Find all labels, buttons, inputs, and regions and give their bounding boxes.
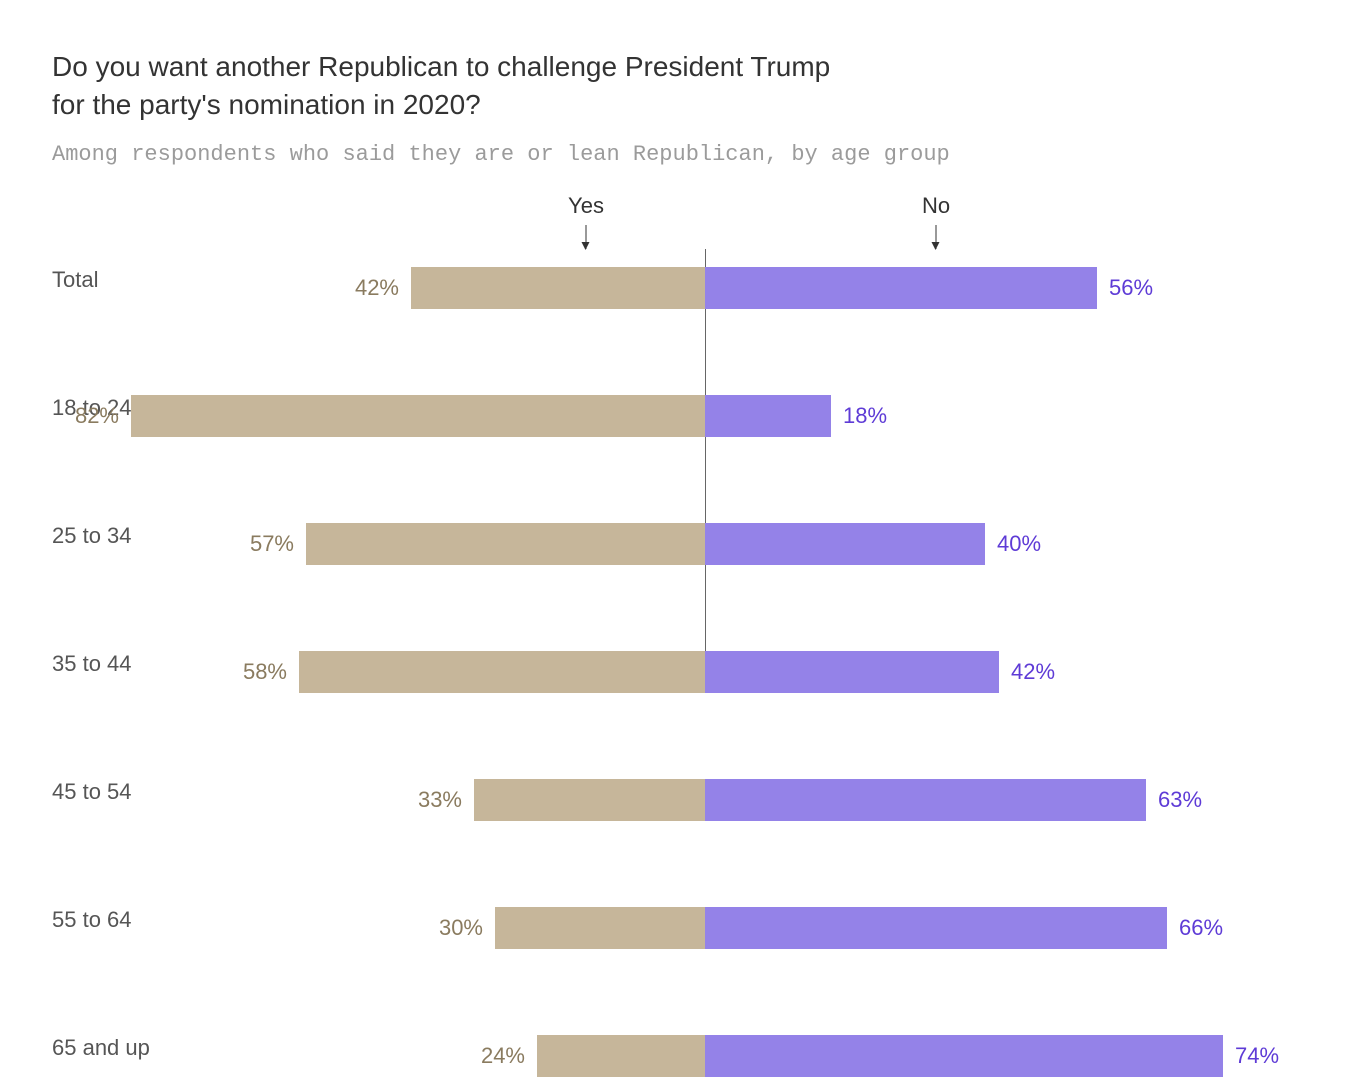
no-value: 40% (985, 523, 1053, 565)
chart-row: 55 to 64 30% 66% (52, 897, 1314, 961)
no-bar (705, 1035, 1223, 1077)
yes-value: 30% (415, 907, 495, 949)
no-bar (705, 779, 1146, 821)
chart-row: 18 to 2482%18% (52, 385, 1314, 449)
row-label: 65 and up (52, 1035, 172, 1061)
chart-header: Yes No (52, 191, 1314, 257)
yes-value: 24% (457, 1035, 537, 1077)
yes-bar (495, 907, 705, 949)
no-bar (705, 267, 1097, 309)
yes-value: 58% (219, 651, 299, 693)
yes-bar (474, 779, 705, 821)
no-value: 56% (1097, 267, 1165, 309)
yes-bar (411, 267, 705, 309)
no-value: 63% (1146, 779, 1214, 821)
yes-header-label: Yes (568, 193, 604, 219)
yes-value: 33% (394, 779, 474, 821)
chart-title-line2: for the party's nomination in 2020? (52, 89, 481, 120)
chart-row: 65 and up 24% 74% (52, 1025, 1314, 1089)
no-header-label: No (922, 193, 950, 219)
yes-value: 42% (331, 267, 411, 309)
diverging-bar-chart: Yes No Total42%56%18 to 2482%18%25 to 34… (52, 191, 1314, 705)
yes-arrow-icon (586, 225, 587, 249)
no-bar (705, 651, 999, 693)
no-bar (705, 907, 1167, 949)
yes-bar (306, 523, 705, 565)
no-value: 66% (1167, 907, 1235, 949)
chart-title: Do you want another Republican to challe… (52, 48, 1314, 124)
no-bar (705, 523, 985, 565)
chart-rows: Total42%56%18 to 2482%18%25 to 3457%40%3… (52, 257, 1314, 705)
chart-row: 45 to 54 33% 63% (52, 769, 1314, 833)
chart-subtitle: Among respondents who said they are or l… (52, 142, 1314, 167)
chart-row: Total 42% 56% (52, 257, 1314, 321)
row-label: Total (52, 267, 172, 293)
yes-value: 82% (51, 395, 131, 437)
row-label: 35 to 44 (52, 651, 172, 677)
yes-bar (299, 651, 705, 693)
row-label: 25 to 34 (52, 523, 172, 549)
chart-row: 25 to 34 57% 40% (52, 513, 1314, 577)
yes-bar (537, 1035, 705, 1077)
row-label: 45 to 54 (52, 779, 172, 805)
row-label: 55 to 64 (52, 907, 172, 933)
chart-title-line1: Do you want another Republican to challe… (52, 51, 830, 82)
chart-row: 35 to 44 58% 42% (52, 641, 1314, 705)
yes-bar (131, 395, 705, 437)
no-bar (705, 395, 831, 437)
yes-value: 57% (226, 523, 306, 565)
no-value: 42% (999, 651, 1067, 693)
no-value: 18% (831, 395, 899, 437)
no-value: 74% (1223, 1035, 1291, 1077)
no-arrow-icon (936, 225, 937, 249)
